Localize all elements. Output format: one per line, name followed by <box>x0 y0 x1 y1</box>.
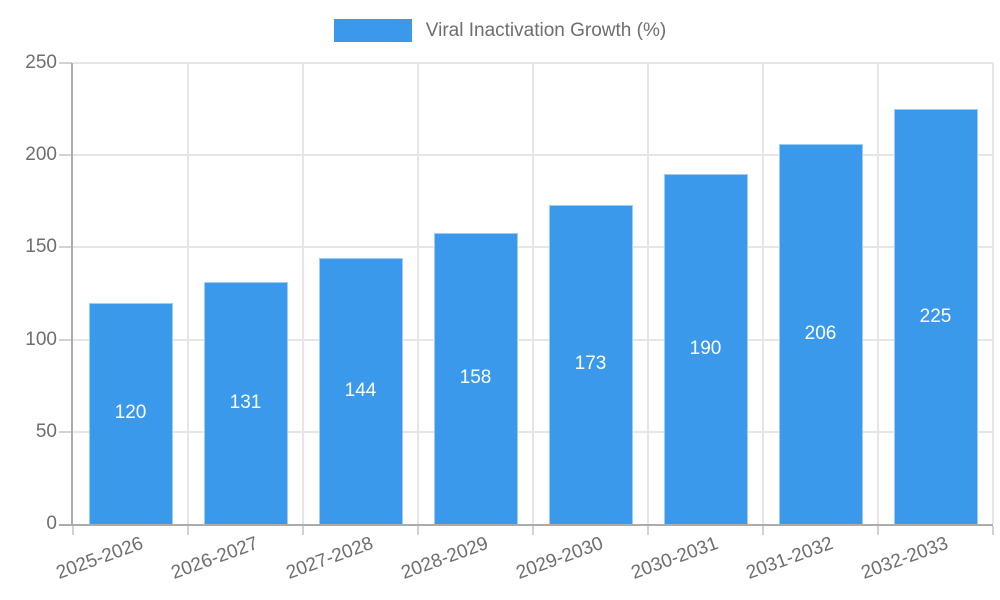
v-gridline <box>417 63 419 524</box>
x-axis-tick-label-text: 2032-2033 <box>858 533 951 584</box>
x-axis-tick <box>532 526 534 535</box>
v-gridline <box>532 63 534 524</box>
x-axis-tick <box>302 526 304 535</box>
x-axis-tick-label-text: 2028-2029 <box>398 533 491 584</box>
x-axis-tick-label-text: 2030-2031 <box>628 533 721 584</box>
y-axis-tick <box>59 154 72 157</box>
x-axis-tick-label-text: 2029-2030 <box>513 533 606 584</box>
y-axis-tick-label: 0 <box>46 513 57 534</box>
bar[interactable] <box>203 282 288 524</box>
plot-area: 120 131 144 158 173 190 206 225 <box>73 62 994 524</box>
x-axis-tick <box>647 526 649 535</box>
y-axis-tick-label: 50 <box>35 420 57 442</box>
bar[interactable] <box>778 144 863 524</box>
x-axis-tick <box>187 526 189 535</box>
v-gridline <box>762 63 764 524</box>
v-gridline <box>302 63 304 524</box>
y-axis-line <box>71 63 73 526</box>
x-axis-tick <box>417 526 419 535</box>
x-axis-line <box>59 524 993 526</box>
y-axis-tick <box>59 246 72 249</box>
x-axis-tick-label-text: 2027-2028 <box>283 533 376 584</box>
y-axis-tick-label: 100 <box>25 328 57 350</box>
bar[interactable] <box>663 173 748 524</box>
bar[interactable] <box>318 258 403 524</box>
x-axis-tick-label-text: 2026-2027 <box>168 533 261 584</box>
bar[interactable] <box>433 232 518 524</box>
bar[interactable] <box>548 205 633 524</box>
x-axis-tick-label-text: 2025-2026 <box>53 533 146 584</box>
legend[interactable]: Viral Inactivation Growth (%) <box>0 19 1000 42</box>
y-axis-tick <box>59 430 72 433</box>
bar[interactable] <box>88 302 173 524</box>
v-gridline <box>877 63 879 524</box>
y-axis-tick <box>59 62 72 64</box>
x-axis-tick-label-text: 2031-2032 <box>743 533 836 584</box>
legend-label: Viral Inactivation Growth (%) <box>425 19 667 41</box>
x-axis-tick <box>72 526 74 535</box>
v-gridline <box>187 63 189 524</box>
legend-swatch-icon <box>333 19 412 42</box>
y-axis-tick-label: 150 <box>25 236 57 258</box>
y-axis-tick-label: 200 <box>25 144 57 166</box>
y-axis-tick <box>59 338 72 341</box>
bar[interactable] <box>893 109 978 524</box>
x-axis-tick <box>762 526 764 535</box>
x-axis-tick <box>992 526 994 535</box>
y-axis-tick-label: 250 <box>25 52 57 73</box>
v-gridline <box>992 63 994 524</box>
x-axis-tick <box>877 526 879 535</box>
v-gridline <box>647 63 649 524</box>
